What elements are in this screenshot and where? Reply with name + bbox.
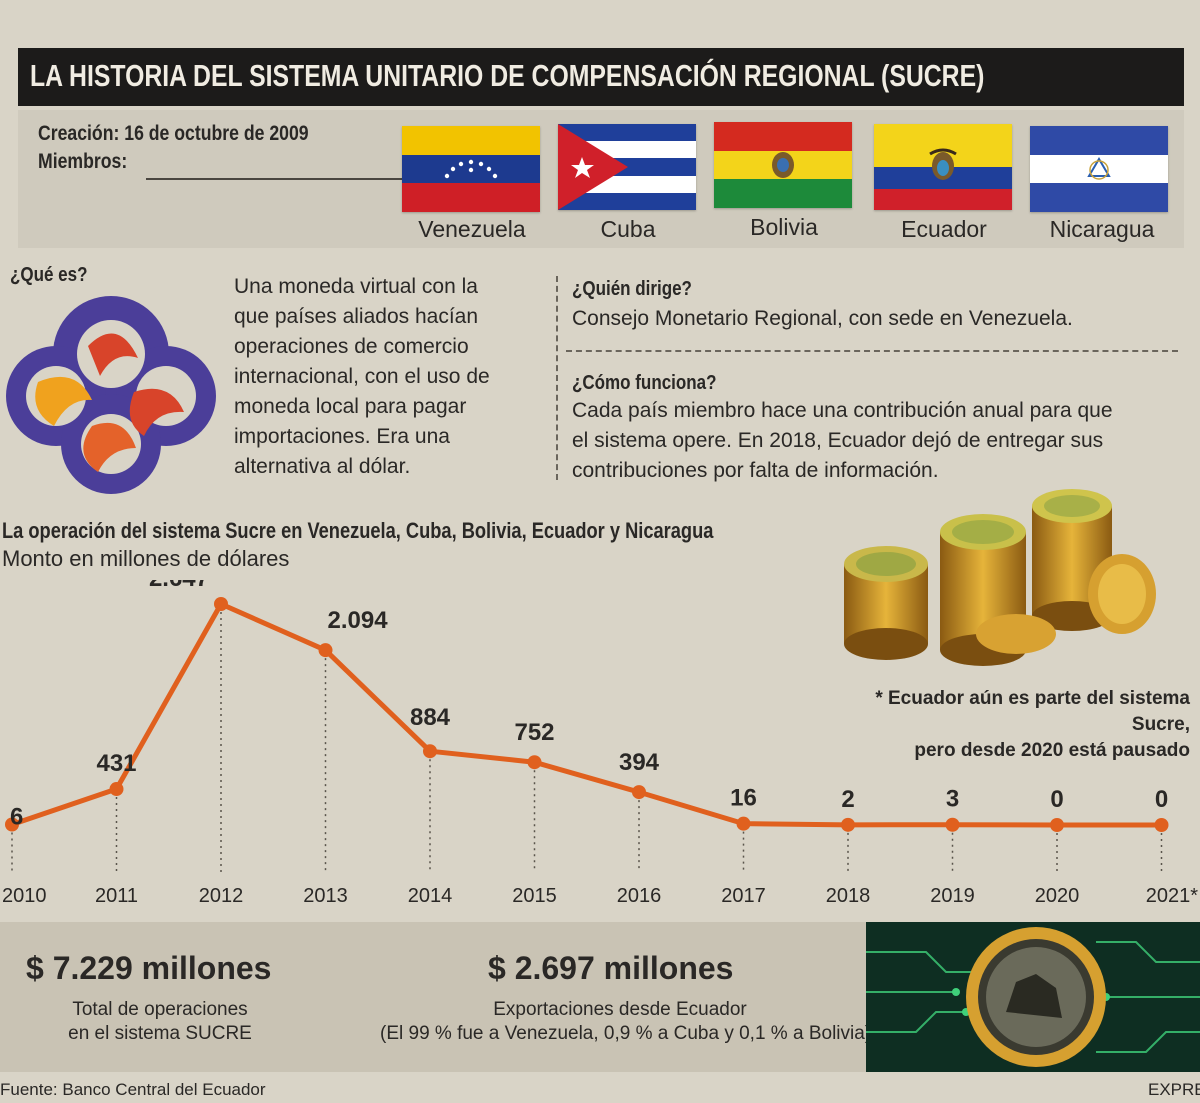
what-line: alternativa al dólar. bbox=[234, 455, 411, 478]
what-line: operaciones de comercio bbox=[234, 335, 469, 358]
total-operations-desc: Total de operaciones en el sistema SUCRE bbox=[50, 998, 270, 1046]
who-description: Consejo Monetario Regional, con sede en … bbox=[572, 307, 1073, 330]
x-tick-label: 2018 bbox=[826, 885, 871, 907]
data-label: 394 bbox=[619, 749, 660, 776]
total-desc-line: Total de operaciones bbox=[72, 999, 248, 1020]
x-tick-label: 2011 bbox=[95, 885, 138, 907]
section-divider bbox=[566, 350, 1178, 352]
data-point bbox=[5, 817, 19, 832]
data-point bbox=[841, 817, 855, 832]
what-title: ¿Qué es? bbox=[10, 264, 88, 286]
source-note: Fuente: Banco Central del Ecuador bbox=[0, 1080, 266, 1099]
venezuela-flag bbox=[402, 126, 540, 212]
total-operations-value: $ 7.229 millones bbox=[26, 950, 272, 986]
member-ecuador: Ecuador bbox=[901, 216, 987, 242]
data-label: 2 bbox=[841, 786, 854, 813]
x-tick-label: 2019 bbox=[930, 885, 975, 907]
sucre-coin-icon bbox=[866, 922, 1200, 1072]
cuba-flag bbox=[558, 124, 696, 210]
data-point bbox=[1050, 818, 1064, 832]
data-point bbox=[109, 782, 124, 797]
what-line: importaciones. Era una bbox=[234, 425, 450, 448]
x-tick-label: 2021* bbox=[1146, 885, 1198, 907]
chart-footnote: * Ecuador aún es parte del sistema Sucre… bbox=[850, 686, 1190, 764]
how-line: Cada país miembro hace una contribución … bbox=[572, 399, 1113, 422]
chart-subtitle: Monto en millones de dólares bbox=[2, 546, 290, 571]
data-label: 0 bbox=[1050, 786, 1063, 813]
footnote-line: pero desde 2020 está pausado bbox=[914, 740, 1190, 761]
member-bolivia: Bolivia bbox=[750, 214, 818, 240]
x-tick-label: 2012 bbox=[199, 885, 244, 907]
chart-title: La operación del sistema Sucre en Venezu… bbox=[2, 518, 714, 543]
x-tick-label: 2017 bbox=[721, 885, 766, 907]
what-line: Una moneda virtual con la bbox=[234, 275, 478, 298]
exports-value: $ 2.697 millones bbox=[488, 950, 734, 986]
data-label: 752 bbox=[514, 719, 554, 746]
data-label: 16 bbox=[730, 785, 757, 812]
gold-coins-icon bbox=[836, 484, 1166, 674]
exports-desc: Exportaciones desde Ecuador (El 99 % fue… bbox=[380, 998, 872, 1046]
data-point bbox=[527, 755, 542, 770]
who-title: ¿Quién dirige? bbox=[572, 278, 692, 300]
member-nicaragua: Nicaragua bbox=[1049, 216, 1155, 242]
x-tick-label: 2010 bbox=[2, 885, 47, 907]
column-divider bbox=[556, 276, 558, 480]
data-point bbox=[736, 816, 751, 831]
members-label: Miembros: bbox=[38, 150, 128, 173]
data-label: 0 bbox=[1155, 786, 1168, 813]
x-tick-label: 2016 bbox=[617, 885, 662, 907]
data-point bbox=[945, 817, 960, 832]
x-tick-label: 2020 bbox=[1035, 885, 1080, 907]
data-label: 6 bbox=[10, 803, 23, 830]
data-label: 431 bbox=[96, 750, 136, 777]
footnote-line: * Ecuador aún es parte del sistema Sucre… bbox=[875, 688, 1190, 735]
ecuador-flag bbox=[874, 124, 1012, 210]
data-point bbox=[1154, 818, 1169, 832]
x-tick-label: 2014 bbox=[408, 885, 453, 907]
data-label: 2.094 bbox=[328, 607, 389, 634]
data-label: 3 bbox=[946, 786, 959, 813]
how-description: Cada país miembro hace una contribución … bbox=[572, 396, 1172, 486]
line-chart: 6 431 2.647 2.094 884 752 394 16 2 3 0 0 2010 2011 20… bbox=[2, 580, 1198, 907]
publisher-credit: EXPRES bbox=[1148, 1080, 1200, 1099]
nicaragua-flag bbox=[1030, 126, 1168, 212]
data-point bbox=[214, 597, 228, 611]
how-line: contribuciones por falta de información. bbox=[572, 459, 939, 482]
how-title: ¿Cómo funciona? bbox=[572, 372, 717, 394]
how-line: el sistema opere. En 2018, Ecuador dejó … bbox=[572, 429, 1104, 452]
x-tick-label: 2013 bbox=[303, 885, 348, 907]
data-point bbox=[423, 744, 437, 759]
title-bar: LA HISTORIA DEL SISTEMA UNITARIO DE COMP… bbox=[18, 48, 1184, 106]
member-cuba: Cuba bbox=[600, 216, 656, 242]
x-tick-label: 2015 bbox=[512, 885, 557, 907]
what-line: internacional, con el uso de bbox=[234, 365, 490, 388]
series-line bbox=[11, 601, 1162, 828]
data-point bbox=[632, 785, 646, 800]
sucre-logo-icon bbox=[6, 296, 216, 496]
data-point bbox=[318, 643, 333, 658]
what-line: que países aliados hacían bbox=[234, 305, 479, 328]
exports-desc-line: (El 99 % fue a Venezuela, 0,9 % a Cuba y… bbox=[380, 1023, 872, 1044]
members-connector bbox=[146, 178, 404, 180]
bolivia-flag bbox=[714, 122, 852, 208]
what-line: moneda local para pagar bbox=[234, 395, 467, 418]
page-title: LA HISTORIA DEL SISTEMA UNITARIO DE COMP… bbox=[30, 58, 985, 93]
exports-desc-line: Exportaciones desde Ecuador bbox=[493, 999, 747, 1020]
creation-date: Creación: 16 de octubre de 2009 bbox=[38, 122, 309, 145]
data-label: 2.647 bbox=[149, 580, 209, 592]
data-label: 884 bbox=[410, 704, 451, 731]
total-desc-line: en el sistema SUCRE bbox=[68, 1023, 252, 1044]
member-venezuela: Venezuela bbox=[418, 216, 526, 242]
what-description: Una moneda virtual con la que países ali… bbox=[234, 272, 544, 482]
